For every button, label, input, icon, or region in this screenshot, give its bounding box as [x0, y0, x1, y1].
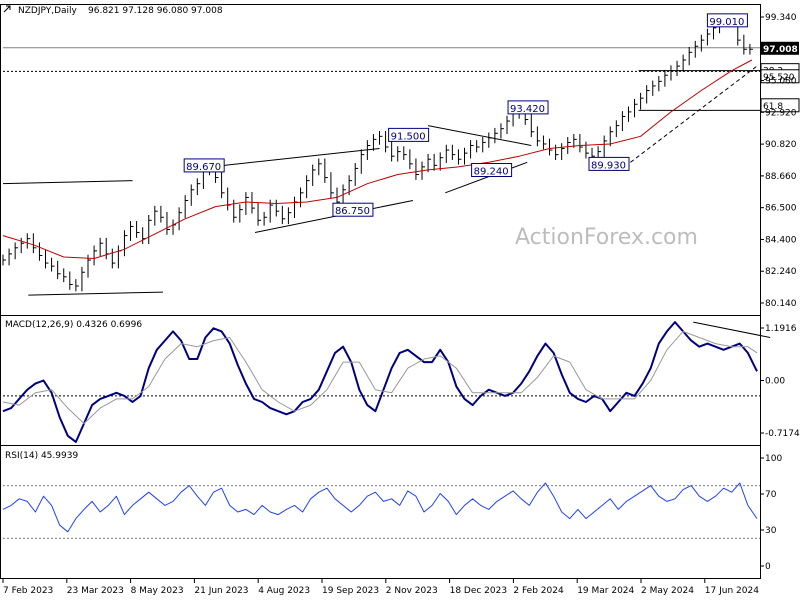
signal-line: [2, 330, 758, 424]
swing-label: 89.240: [474, 167, 509, 178]
x-tick-label: 7 Feb 2023: [3, 586, 53, 596]
x-tick-label: 19 Mar 2024: [577, 586, 634, 596]
x-tick-label: 17 Jun 2024: [705, 586, 759, 596]
price-y-tick-label: 95.080: [765, 77, 797, 87]
swing-label: 86.750: [335, 206, 370, 217]
x-tick-label: 4 Aug 2023: [258, 586, 310, 596]
price-trendline: [210, 148, 380, 168]
rsi-y-tick-label: 0: [765, 562, 771, 572]
current-price-box: [761, 41, 799, 55]
x-tick-label: 2 Nov 2023: [386, 586, 438, 596]
price-y-tick-label: 84.400: [765, 235, 797, 245]
swing-label-box: [332, 202, 374, 217]
x-tick-label: 8 May 2023: [131, 586, 184, 596]
x-tick-label: 19 Sep 2023: [322, 586, 379, 596]
level-price-label: 61.8: [763, 102, 783, 112]
price-y-tick-label: 92.920: [765, 108, 797, 118]
watermark: ActionForex.com: [515, 225, 698, 250]
chart-symbol-header: NZDJPY,Daily: [18, 6, 78, 16]
macd-header: MACD(12,26,9) 0.4326 0.6996: [5, 320, 142, 330]
price-y-tick-label: 82.240: [765, 267, 797, 277]
macd-y-tick-label: -0.7174: [765, 429, 800, 439]
current-price-label: 97.008: [763, 45, 798, 55]
swing-label-box: [507, 100, 549, 115]
x-tick-label: 2 Feb 2024: [513, 586, 564, 596]
swing-label: 89.930: [591, 160, 626, 171]
swing-label: 93.420: [510, 104, 545, 115]
macd-trendline: [693, 321, 771, 338]
ma-line: [2, 59, 753, 259]
price-trendline: [427, 125, 532, 146]
rsi-y-tick-label: 70: [765, 490, 777, 500]
price-trendline: [630, 65, 758, 163]
swing-label-box: [183, 158, 225, 173]
swing-label: 89.670: [186, 162, 221, 173]
x-tick-label: 2 May 2024: [641, 586, 694, 596]
swing-label-box: [706, 13, 748, 28]
level-price-box: [760, 98, 800, 113]
macd-y-tick-label: 1.1916: [765, 324, 797, 334]
price-y-tick-label: 80.140: [765, 299, 797, 309]
x-tick-label: 21 Jun 2023: [194, 586, 248, 596]
swing-label: 91.500: [391, 131, 426, 142]
swing-label-box: [388, 127, 430, 142]
price-y-tick-label: 99.340: [765, 13, 797, 23]
price-y-tick-label: 86.500: [765, 204, 797, 214]
price-trendline: [28, 291, 163, 296]
price-trendline: [445, 161, 528, 194]
macd-y-tick-label: 0.00: [765, 377, 785, 387]
level-price-box: [760, 69, 800, 84]
swing-label-box: [588, 156, 630, 171]
price-y-tick-label: 88.660: [765, 172, 797, 182]
price-trendline: [2, 180, 133, 185]
swing-label: 99.010: [709, 17, 744, 28]
ohlc-header: 96.821 97.128 96.080 97.008: [88, 6, 223, 16]
swing-label-box: [471, 163, 513, 178]
header-arrow-icon: [3, 5, 11, 13]
x-tick-label: 18 Dec 2023: [450, 586, 508, 596]
rsi-y-tick-label: 30: [765, 526, 777, 536]
rsi-header: RSI(14) 45.9939: [5, 451, 78, 461]
level-price-label: 95.520: [763, 73, 795, 83]
rsi-panel-frame: [0, 445, 761, 579]
rsi-line: [2, 482, 758, 533]
x-tick-label: 23 Mar 2023: [67, 586, 124, 596]
price-y-tick-label: 90.820: [765, 140, 797, 150]
rsi-y-tick-label: 100: [765, 454, 782, 464]
